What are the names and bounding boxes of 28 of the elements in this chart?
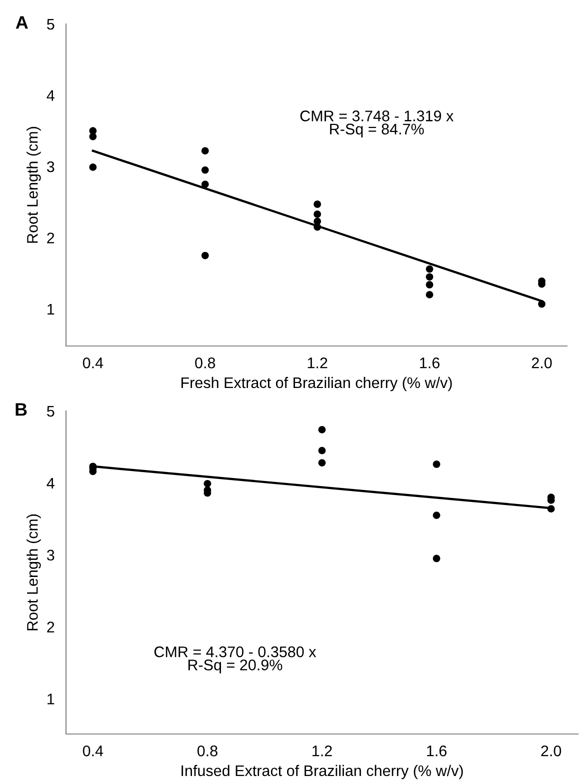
chart-title: B bbox=[16, 403, 27, 416]
x-tick-label: 1.6 bbox=[420, 358, 440, 368]
annotation: CMR = 3.748 - 1.319 x R-Sq = 84.7% bbox=[300, 110, 454, 138]
y-tick-label: 3 bbox=[46, 161, 54, 172]
x-tick-label: 2.0 bbox=[532, 358, 552, 368]
y-tick-label: 2 bbox=[47, 622, 54, 632]
y-tick-label: 5 bbox=[47, 406, 54, 417]
y-tick-label: 1 bbox=[48, 694, 54, 704]
y-axis-title: Root Length (cm) bbox=[26, 514, 41, 630]
x-tick-label: 0.8 bbox=[195, 358, 216, 368]
x-tick-label: 1.2 bbox=[308, 358, 328, 368]
x-axis-title: Fresh Extract of Brazilian cherry (% w/v) bbox=[182, 376, 452, 392]
x-tick-label: 1.6 bbox=[427, 746, 446, 756]
y-tick-label: 4 bbox=[46, 90, 54, 101]
x-tick-label: 2.0 bbox=[541, 746, 562, 756]
x-axis-title: Infused Extract of Brazilian cherry (% w/v) bbox=[182, 764, 463, 780]
y-tick-label: 2 bbox=[47, 232, 54, 244]
y-tick-label: 4 bbox=[46, 478, 54, 488]
y-tick-label: 5 bbox=[47, 19, 54, 30]
y-axis-title: Root Length (cm) bbox=[26, 126, 41, 243]
x-tick-label: 0.4 bbox=[82, 746, 104, 756]
y-tick-label: 3 bbox=[46, 550, 54, 561]
annotation: CMR = 4.370 - 0.3580 x R-Sq = 20.9% bbox=[154, 646, 316, 674]
x-tick-label: 0.4 bbox=[82, 358, 104, 368]
y-tick-label: 1 bbox=[48, 304, 54, 314]
x-tick-label: 0.8 bbox=[197, 746, 218, 756]
x-tick-label: 1.2 bbox=[312, 746, 332, 756]
chart-title: A bbox=[16, 16, 28, 29]
